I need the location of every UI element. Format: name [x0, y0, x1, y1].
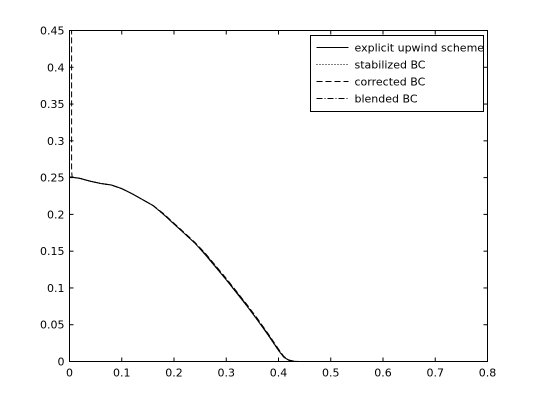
y-tick-label: 0.35 — [40, 98, 65, 111]
legend-label-0: explicit upwind scheme — [355, 42, 485, 55]
y-tick-label: 0.2 — [47, 208, 65, 221]
x-tick-label: 0.7 — [427, 367, 445, 380]
x-tick-label: 0.6 — [374, 367, 392, 380]
x-tick-label: 0.1 — [113, 367, 131, 380]
x-tick-label: 0.2 — [165, 367, 183, 380]
y-tick-label: 0.25 — [40, 172, 65, 185]
x-tick-label: 0.8 — [479, 367, 497, 380]
y-tick-label: 0.45 — [40, 25, 65, 38]
legend-label-1: stabilized BC — [355, 59, 426, 72]
ticks-layer: 0 0.1 0.2 0.3 0.4 0.5 0.6 0.7 0.8 0 0.05 0.1 0.15 0.2… — [40, 25, 496, 380]
x-tick-label: 0 — [66, 367, 73, 380]
x-tick-label: 0.5 — [322, 367, 340, 380]
y-tick-label: 0.1 — [47, 282, 65, 295]
series-layer — [69, 30, 488, 362]
y-tick-label: 0.05 — [40, 319, 65, 332]
x-tick-label: 0.3 — [218, 367, 236, 380]
legend-label-3: blended BC — [355, 93, 418, 106]
series-line-3 — [69, 176, 488, 362]
y-tick-label: 0.4 — [47, 61, 65, 74]
legend-label-2: corrected BC — [355, 76, 426, 89]
y-tick-label: 0.15 — [40, 245, 65, 258]
legend: explicit upwind scheme stabilized BC corre… — [310, 35, 485, 112]
y-tick-label: 0.3 — [47, 135, 65, 148]
y-tick-label: 0 — [58, 356, 65, 369]
x-tick-label: 0.4 — [270, 367, 288, 380]
